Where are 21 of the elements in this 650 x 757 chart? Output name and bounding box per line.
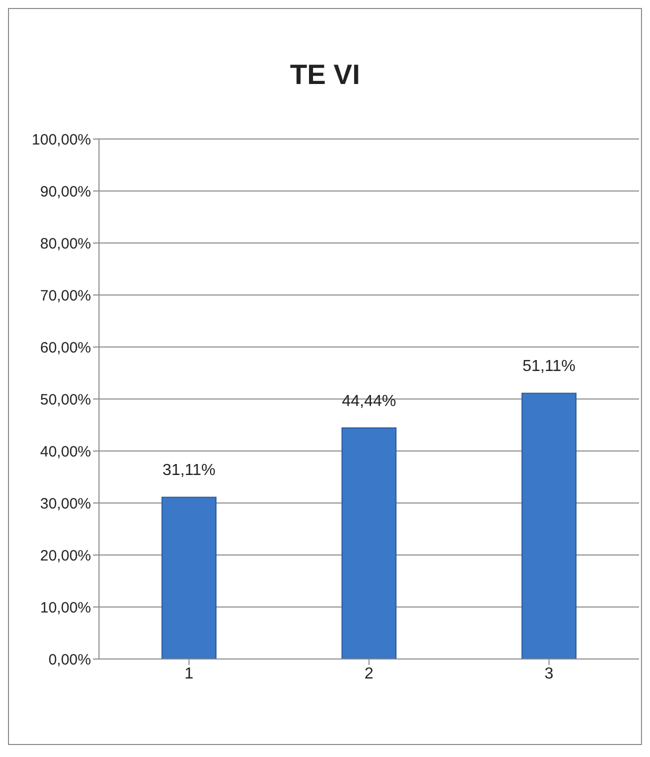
y-tick-label: 50,00% [40, 391, 91, 408]
data-label: 44,44% [342, 392, 396, 410]
y-tick-label: 30,00% [40, 495, 91, 512]
y-tick-label: 40,00% [40, 443, 91, 460]
y-tick-label: 0,00% [48, 651, 91, 668]
y-tick-label: 100,00% [32, 131, 91, 148]
bar [342, 427, 396, 659]
y-tick-label: 10,00% [40, 599, 91, 616]
y-tick-label: 90,00% [40, 183, 91, 200]
bar [522, 392, 576, 659]
bar [162, 496, 216, 659]
y-tick-label: 20,00% [40, 547, 91, 564]
y-tick-label: 60,00% [40, 339, 91, 356]
y-tick-label: 70,00% [40, 287, 91, 304]
x-tick-label: 2 [364, 665, 374, 682]
x-tick-label: 1 [184, 665, 194, 682]
data-label: 31,11% [162, 462, 216, 480]
data-label: 51,11% [522, 358, 576, 376]
x-tick-label: 3 [544, 665, 554, 682]
chart-title: TE VI [288, 59, 361, 91]
y-tick-label: 80,00% [40, 235, 91, 252]
